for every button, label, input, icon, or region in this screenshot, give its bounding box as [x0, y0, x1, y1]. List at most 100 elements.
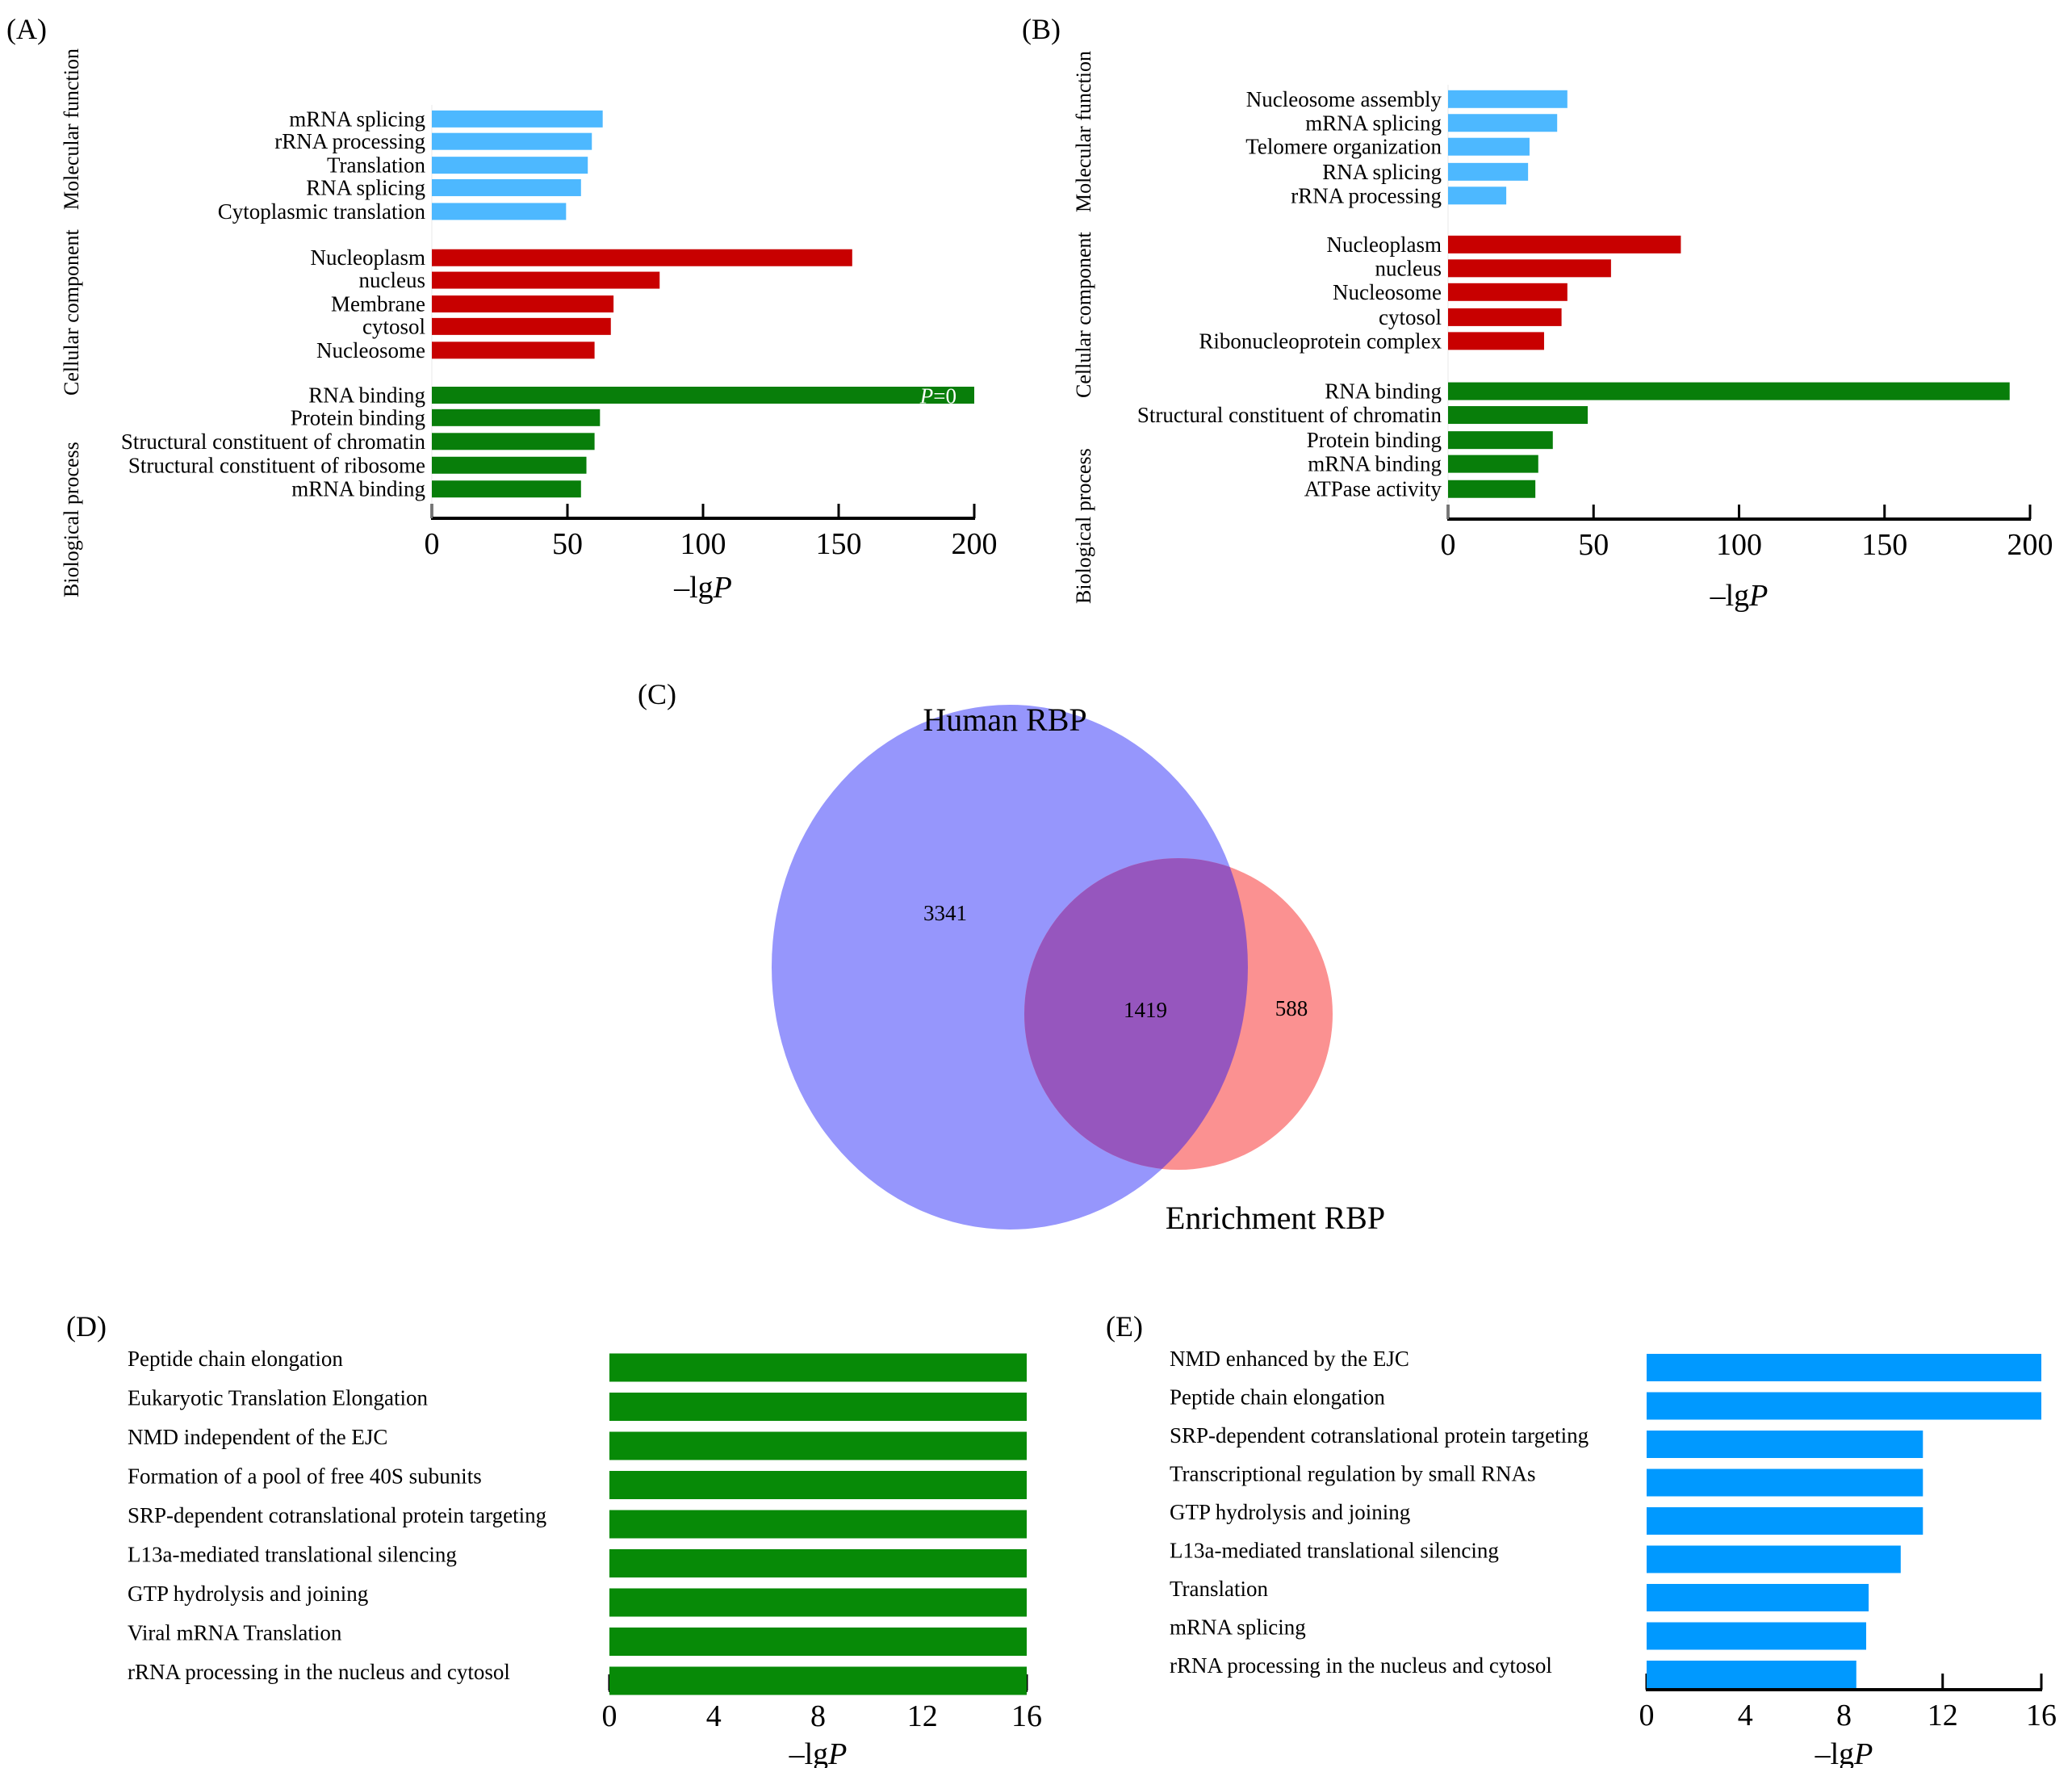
bar-label: RNA binding: [308, 383, 425, 407]
panel-b: (B) Biological process Cellular component M…: [1022, 13, 2053, 613]
x-axis-title-prefix: –lg: [1815, 1737, 1855, 1768]
bar-label: Nucleosome assembly: [1246, 87, 1442, 111]
bar-label: nucleus: [359, 268, 425, 292]
x-axis-title-variable: P: [1748, 579, 1768, 613]
bar: [1647, 1661, 1856, 1688]
panel-label: (E): [1106, 1310, 1143, 1343]
bar: [1647, 1354, 2041, 1381]
bar: [432, 157, 588, 174]
x-axis-title-prefix: –lg: [789, 1737, 829, 1768]
bar: [1448, 332, 1544, 350]
x-axis-title-variable: P: [713, 571, 732, 605]
bar: [1448, 480, 1536, 498]
bar-label: rRNA processing in the nucleus and cytos…: [128, 1660, 510, 1684]
bar: [609, 1431, 1027, 1460]
bar-annotation: P=0: [919, 383, 956, 408]
bar: [1647, 1431, 1923, 1458]
bar-label: mRNA splicing: [1170, 1615, 1306, 1640]
bar-label: SRP-dependent cotranslational protein ta…: [1170, 1423, 1589, 1447]
category-axis-labels: Biological process Cellular component Mole…: [60, 48, 83, 597]
panel-label: (A): [6, 13, 47, 45]
bar-label: rRNA processing: [274, 129, 425, 153]
panel-a: (A) Biological process Cellular component M…: [6, 13, 998, 605]
bar: [432, 433, 595, 450]
bar-label: Nucleosome: [1333, 280, 1442, 304]
bar-label: NMD independent of the EJC: [128, 1425, 387, 1449]
bar: [1448, 114, 1558, 132]
bar-label: Cytoplasmic translation: [218, 199, 426, 224]
bar-label: Nucleoplasm: [1327, 233, 1442, 257]
category-group-title: Molecular function: [1072, 51, 1095, 212]
x-axis-title-prefix: –lg: [1710, 579, 1750, 613]
annotation-variable: P: [919, 383, 934, 408]
x-tick-label: 8: [1836, 1699, 1852, 1732]
bar-label: RNA binding: [1325, 379, 1442, 404]
x-tick-label: 4: [706, 1699, 722, 1733]
bar: [432, 249, 852, 266]
bar-label: Protein binding: [291, 405, 425, 429]
bar-label: Peptide chain elongation: [128, 1347, 343, 1371]
x-axis-title: –lgP: [673, 571, 732, 605]
bar: [609, 1510, 1027, 1539]
bar: [432, 178, 581, 196]
panel-label: (D): [66, 1310, 107, 1343]
bar: [1448, 406, 1589, 425]
bar: [432, 408, 601, 426]
bar-label: GTP hydrolysis and joining: [128, 1582, 368, 1606]
bar-label: Eukaryotic Translation Elongation: [128, 1386, 428, 1410]
x-tick-label: 200: [952, 527, 998, 561]
bar-label: rRNA processing in the nucleus and cytos…: [1170, 1653, 1552, 1678]
bar: [609, 1588, 1027, 1617]
x-axis-title: –lgP: [1710, 579, 1769, 613]
bar: [1448, 259, 1611, 278]
x-tick-label: 4: [1738, 1699, 1753, 1732]
bar: [1448, 431, 1553, 450]
bar: [1647, 1584, 1869, 1611]
bar: [432, 110, 603, 128]
bar: [609, 1666, 1027, 1695]
bar: [432, 295, 614, 313]
panel-c-venn: (C) Human RBP Enrichment RBP 3341 1419 588: [638, 678, 1385, 1236]
bar: [1647, 1545, 1901, 1573]
venn-set-title: Enrichment RBP: [1166, 1200, 1385, 1236]
bar-label: Structural constituent of ribosome: [128, 453, 425, 477]
bar: [432, 386, 974, 404]
bar-label: mRNA binding: [291, 477, 425, 501]
x-tick-label: 150: [1861, 528, 1907, 562]
bar: [1448, 283, 1568, 301]
bar: [1448, 455, 1538, 473]
bar: [609, 1393, 1027, 1421]
x-axis-title: –lgP: [1815, 1737, 1873, 1768]
bar-label: cytosol: [1379, 305, 1442, 329]
bar: [432, 132, 592, 150]
x-axis-title-variable: P: [1853, 1737, 1873, 1768]
bar-label: SRP-dependent cotranslational protein ta…: [128, 1503, 546, 1527]
bar: [609, 1549, 1027, 1577]
x-tick-label: 8: [810, 1699, 826, 1733]
annotation-value: =0: [933, 383, 956, 408]
bar: [609, 1471, 1027, 1499]
bar-label: mRNA splicing: [1305, 111, 1442, 135]
bar: [1448, 235, 1681, 253]
x-tick-label: 12: [907, 1699, 938, 1733]
x-tick-label: 50: [1578, 528, 1609, 562]
panel-label: (C): [638, 678, 676, 710]
bar: [1448, 137, 1530, 156]
panel-e: (E) 0 4 8 12 16 NMD enhanced by the EJC Peptide…: [1106, 1310, 2057, 1768]
category-group-title: Biological process: [60, 442, 83, 597]
bar-label: Formation of a pool of free 40S subunits: [128, 1464, 482, 1489]
category-group-title: Cellular component: [60, 228, 83, 396]
panel-d: (D) 0 4 8 12 16 Peptide chain elongation Eukary…: [66, 1310, 1042, 1768]
bar-label: Structural constituent of chromatin: [121, 429, 426, 454]
bar-label: Telomere organization: [1245, 135, 1442, 159]
x-tick-label: 0: [425, 527, 440, 561]
bar-label: Peptide chain elongation: [1170, 1385, 1385, 1410]
x-tick-label: 200: [2007, 528, 2053, 562]
category-axis-labels: Biological process Cellular component Mole…: [1072, 51, 1095, 604]
category-group-title: Cellular component: [1072, 231, 1095, 398]
x-tick-label: 12: [1928, 1699, 1958, 1732]
bar-label: L13a-mediated translational silencing: [128, 1543, 457, 1567]
bar-label: Transcriptional regulation by small RNAs: [1170, 1462, 1535, 1486]
panel-label: (B): [1022, 13, 1061, 45]
